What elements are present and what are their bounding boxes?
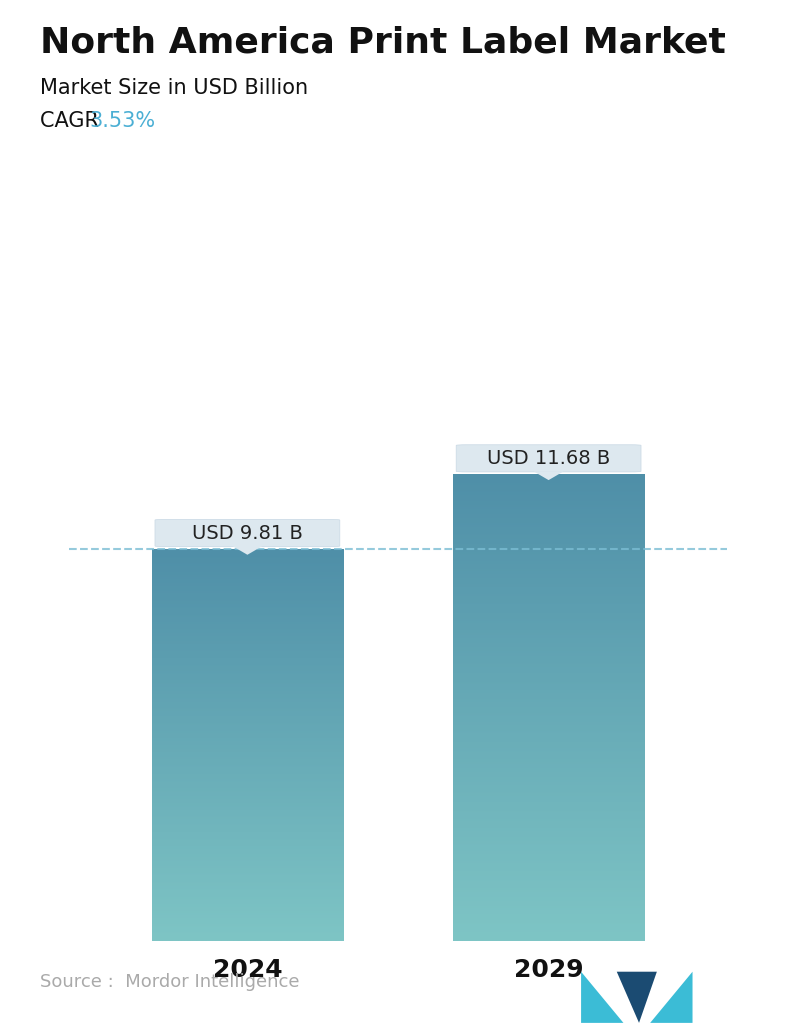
FancyBboxPatch shape <box>155 519 340 547</box>
FancyBboxPatch shape <box>456 445 641 472</box>
Text: 3.53%: 3.53% <box>89 111 155 130</box>
Text: Source :  Mordor Intelligence: Source : Mordor Intelligence <box>40 973 299 991</box>
Polygon shape <box>533 472 564 480</box>
Polygon shape <box>232 546 263 555</box>
Text: USD 9.81 B: USD 9.81 B <box>192 523 302 543</box>
Text: North America Print Label Market: North America Print Label Market <box>40 26 726 60</box>
Text: USD 11.68 B: USD 11.68 B <box>487 449 611 467</box>
Polygon shape <box>650 972 693 1023</box>
Polygon shape <box>617 972 657 1023</box>
Polygon shape <box>581 972 623 1023</box>
Text: Market Size in USD Billion: Market Size in USD Billion <box>40 78 308 97</box>
Text: CAGR: CAGR <box>40 111 105 130</box>
